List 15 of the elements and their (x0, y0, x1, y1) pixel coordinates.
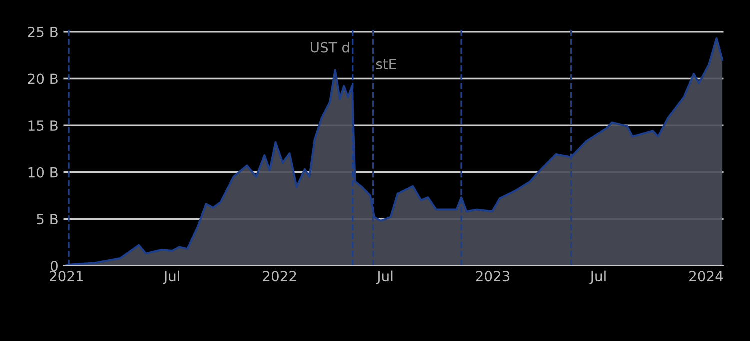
x-tick-label: 2024 (690, 271, 724, 282)
x-tick-label: 2023 (476, 271, 510, 282)
y-tick-label: 20 B (28, 74, 58, 84)
x-tick-label: 2021 (50, 271, 84, 282)
x-tick-label: 2022 (263, 271, 296, 282)
y-tick-label: 25 B (28, 26, 58, 38)
y-tick-label: 5 B (37, 214, 58, 225)
y-tick-label: 15 B (28, 120, 58, 132)
ref-line-label: UST d (311, 42, 350, 53)
y-tick-label: 10 B (28, 167, 58, 178)
x-tick-label: Jul (163, 270, 180, 284)
x-tick-label: Jul (590, 270, 606, 284)
y-tick-label: 0 (50, 260, 58, 272)
x-tick-label: Jul (376, 270, 393, 284)
ref-line-label: stE (376, 59, 396, 70)
